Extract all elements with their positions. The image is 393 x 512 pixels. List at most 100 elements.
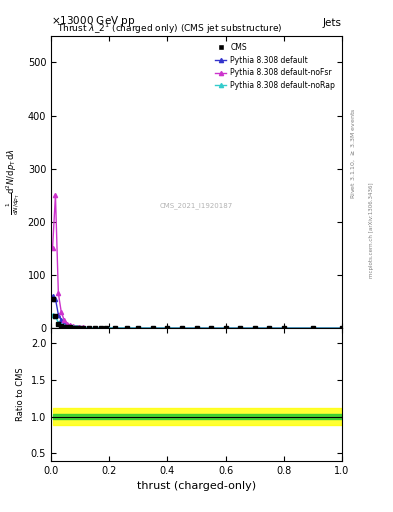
Pythia 8.308 default (59, 317, 64, 323)
Pythia 8.308 default (86, 325, 91, 331)
CMS (113, 325, 118, 331)
Pythia 8.308 default-noFsr (68, 322, 72, 328)
Pythia 8.308 default-noFsr (238, 325, 242, 331)
Pythia 8.308 default (76, 324, 81, 330)
Pythia 8.308 default-noRap (136, 325, 141, 331)
Pythia 8.308 default-noRap (223, 325, 228, 331)
Pythia 8.308 default-noRap (76, 325, 81, 331)
CMS (65, 324, 70, 330)
CMS (92, 325, 97, 331)
Pythia 8.308 default-noRap (104, 325, 109, 331)
Pythia 8.308 default-noFsr (56, 290, 61, 296)
Pythia 8.308 default (113, 325, 118, 331)
Line: Pythia 8.308 default: Pythia 8.308 default (50, 294, 344, 330)
Pythia 8.308 default-noFsr (62, 317, 66, 323)
Pythia 8.308 default-noRap (165, 325, 170, 331)
Text: mcplots.cern.ch [arXiv:1306.3436]: mcplots.cern.ch [arXiv:1306.3436] (369, 183, 374, 278)
Pythia 8.308 default-noRap (86, 325, 91, 331)
CMS (50, 296, 55, 302)
Pythia 8.308 default-noFsr (113, 325, 118, 331)
Pythia 8.308 default-noRap (209, 325, 213, 331)
CMS (81, 325, 85, 331)
Text: $\times$13000 GeV pp: $\times$13000 GeV pp (51, 14, 136, 28)
Pythia 8.308 default-noRap (50, 312, 55, 318)
X-axis label: thrust (charged-only): thrust (charged-only) (137, 481, 256, 491)
CMS (136, 325, 141, 331)
CMS (194, 325, 199, 331)
Line: Pythia 8.308 default-noRap: Pythia 8.308 default-noRap (50, 313, 344, 330)
Pythia 8.308 default-noRap (62, 323, 66, 329)
CMS (104, 325, 109, 331)
Pythia 8.308 default-noRap (281, 325, 286, 331)
CMS (73, 325, 78, 331)
Pythia 8.308 default-noFsr (104, 325, 109, 331)
Pythia 8.308 default-noRap (65, 324, 70, 330)
Text: Thrust $\lambda\_2^1$ (charged only) (CMS jet substructure): Thrust $\lambda\_2^1$ (charged only) (CM… (57, 22, 283, 36)
Line: Pythia 8.308 default-noFsr: Pythia 8.308 default-noFsr (50, 193, 344, 330)
Pythia 8.308 default (252, 325, 257, 331)
Pythia 8.308 default-noFsr (81, 325, 85, 331)
Pythia 8.308 default-noRap (68, 324, 72, 330)
Pythia 8.308 default-noFsr (267, 325, 272, 331)
CMS (165, 325, 170, 331)
Pythia 8.308 default-noFsr (86, 325, 91, 331)
Pythia 8.308 default (50, 293, 55, 299)
CMS (62, 324, 66, 330)
Pythia 8.308 default-noFsr (151, 325, 155, 331)
Pythia 8.308 default-noFsr (223, 325, 228, 331)
CMS (151, 325, 155, 331)
Pythia 8.308 default (238, 325, 242, 331)
Pythia 8.308 default (310, 325, 315, 331)
Pythia 8.308 default (56, 312, 61, 318)
Pythia 8.308 default-noFsr (76, 324, 81, 330)
CMS (310, 325, 315, 331)
Pythia 8.308 default-noRap (73, 324, 78, 330)
Pythia 8.308 default-noRap (238, 325, 242, 331)
CMS (281, 325, 286, 331)
Pythia 8.308 default (62, 321, 66, 327)
Pythia 8.308 default (194, 325, 199, 331)
Pythia 8.308 default-noFsr (310, 325, 315, 331)
Pythia 8.308 default-noFsr (165, 325, 170, 331)
Pythia 8.308 default-noFsr (340, 325, 344, 331)
Pythia 8.308 default-noFsr (73, 324, 78, 330)
Line: CMS: CMS (50, 296, 344, 330)
Pythia 8.308 default (223, 325, 228, 331)
Pythia 8.308 default (68, 324, 72, 330)
CMS (209, 325, 213, 331)
CMS (180, 325, 184, 331)
CMS (98, 325, 103, 331)
Pythia 8.308 default-noRap (98, 325, 103, 331)
Pythia 8.308 default-noFsr (124, 325, 129, 331)
Pythia 8.308 default-noRap (310, 325, 315, 331)
Pythia 8.308 default-noFsr (92, 325, 97, 331)
Pythia 8.308 default (136, 325, 141, 331)
CMS (340, 325, 344, 331)
CMS (86, 325, 91, 331)
Pythia 8.308 default-noFsr (180, 325, 184, 331)
CMS (53, 313, 58, 319)
Pythia 8.308 default-noRap (252, 325, 257, 331)
Pythia 8.308 default-noFsr (71, 324, 75, 330)
Pythia 8.308 default (180, 325, 184, 331)
Text: Rivet 3.1.10, $\geq$ 3.3M events: Rivet 3.1.10, $\geq$ 3.3M events (350, 108, 358, 199)
Pythia 8.308 default-noRap (267, 325, 272, 331)
Pythia 8.308 default-noFsr (65, 321, 70, 327)
Pythia 8.308 default-noFsr (252, 325, 257, 331)
CMS (267, 325, 272, 331)
Pythia 8.308 default (267, 325, 272, 331)
CMS (238, 325, 242, 331)
CMS (124, 325, 129, 331)
Legend: CMS, Pythia 8.308 default, Pythia 8.308 default-noFsr, Pythia 8.308 default-noRa: CMS, Pythia 8.308 default, Pythia 8.308 … (212, 39, 338, 93)
Pythia 8.308 default-noRap (180, 325, 184, 331)
Pythia 8.308 default (124, 325, 129, 331)
Pythia 8.308 default-noFsr (136, 325, 141, 331)
Pythia 8.308 default (281, 325, 286, 331)
CMS (56, 321, 61, 327)
CMS (59, 323, 64, 329)
Pythia 8.308 default (209, 325, 213, 331)
Text: Jets: Jets (323, 18, 342, 28)
Text: CMS_2021_I1920187: CMS_2021_I1920187 (160, 202, 233, 209)
Pythia 8.308 default-noRap (71, 324, 75, 330)
Pythia 8.308 default-noRap (151, 325, 155, 331)
